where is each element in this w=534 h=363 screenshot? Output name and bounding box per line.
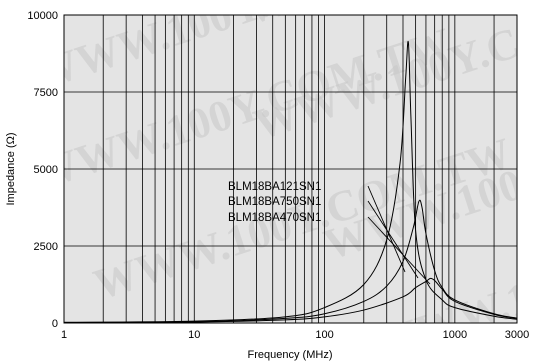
plot-frame bbox=[63, 14, 518, 324]
series-layer bbox=[64, 40, 517, 323]
series-line-blm18ba470sn1 bbox=[64, 277, 517, 323]
y-tick-label: 10000 bbox=[27, 10, 58, 22]
x-tick-label: 3000 bbox=[505, 329, 529, 341]
y-tick-label: 5000 bbox=[34, 164, 58, 176]
legend-label: BLM18BA121SN1 bbox=[228, 181, 321, 193]
x-tick-label: 1 bbox=[61, 329, 67, 341]
legend-label: BLM18BA750SN1 bbox=[228, 196, 321, 208]
grid bbox=[64, 15, 517, 323]
x-axis-title: Frequency (MHz) bbox=[248, 349, 333, 361]
y-tick-label: 2500 bbox=[34, 241, 58, 253]
legend-label: BLM18BA470SN1 bbox=[228, 212, 321, 224]
tick-labels: 1 10 100 1000 3000 0 2500 5000 7500 10000 bbox=[27, 10, 529, 341]
x-tick-label: 1000 bbox=[443, 329, 467, 341]
legend-leader-line bbox=[367, 200, 419, 279]
series-line-blm18ba750sn1 bbox=[64, 199, 517, 323]
y-axis-title: Impedance (Ω) bbox=[5, 132, 17, 205]
y-tick-label: 7500 bbox=[34, 87, 58, 99]
legend-leader-line bbox=[367, 216, 431, 285]
x-tick-label: 10 bbox=[188, 329, 200, 341]
x-tick-label: 100 bbox=[315, 329, 333, 341]
legend: BLM18BA121SN1 BLM18BA750SN1 BLM18BA470SN1 bbox=[228, 181, 431, 285]
y-tick-label: 0 bbox=[52, 318, 58, 330]
series-line-blm18ba121sn1 bbox=[64, 40, 517, 323]
